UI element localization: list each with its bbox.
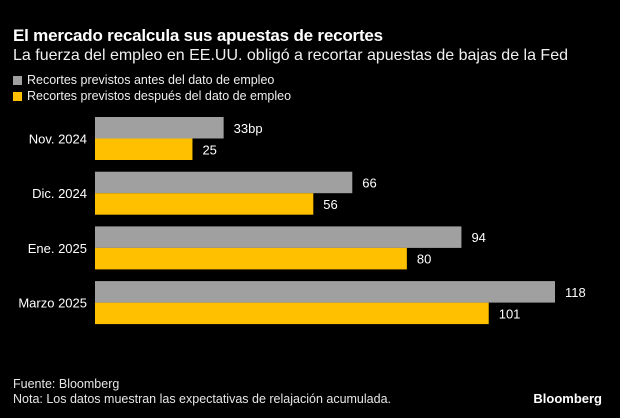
data-label: 94 [471,230,485,245]
data-label: 33bp [234,121,263,136]
data-label: 101 [499,306,521,321]
footer: Fuente: Bloomberg Nota: Los datos muestr… [13,377,391,407]
bar-before [95,117,224,139]
legend: Recortes previstos antes del dato de emp… [13,72,291,104]
bar-after [95,193,314,215]
source-text: Fuente: Bloomberg [13,377,120,391]
bar-after [95,138,193,160]
legend-item-after: Recortes previstos después del dato de e… [13,88,291,104]
legend-item-before: Recortes previstos antes del dato de emp… [13,72,291,88]
category-label: Dic. 2024 [32,186,87,201]
data-label: 56 [323,197,337,212]
legend-swatch-after [13,91,22,101]
data-label: 66 [362,175,376,190]
bloomberg-logo: Bloomberg [533,391,602,406]
category-label: Ene. 2025 [28,241,87,256]
data-label: 118 [565,285,586,300]
legend-label-after: Recortes previstos después del dato de e… [27,89,292,103]
category-label: Marzo 2025 [18,296,87,311]
bar-before [95,226,462,248]
data-label: 25 [202,142,216,157]
bar-before [95,281,555,303]
bar-after [95,247,407,270]
note-text: Nota: Los datos muestran las expectativa… [13,392,391,406]
chart-title: El mercado recalcula sus apuestas de rec… [13,26,383,45]
chart-subtitle: La fuerza del empleo en EE.UU. obligó a … [13,47,568,64]
legend-swatch-before [13,75,22,85]
category-label: Nov. 2024 [29,132,87,147]
legend-label-before: Recortes previstos antes del dato de emp… [27,73,275,87]
bar-after [95,302,489,325]
bar-before [95,171,353,194]
data-label: 80 [417,252,431,267]
